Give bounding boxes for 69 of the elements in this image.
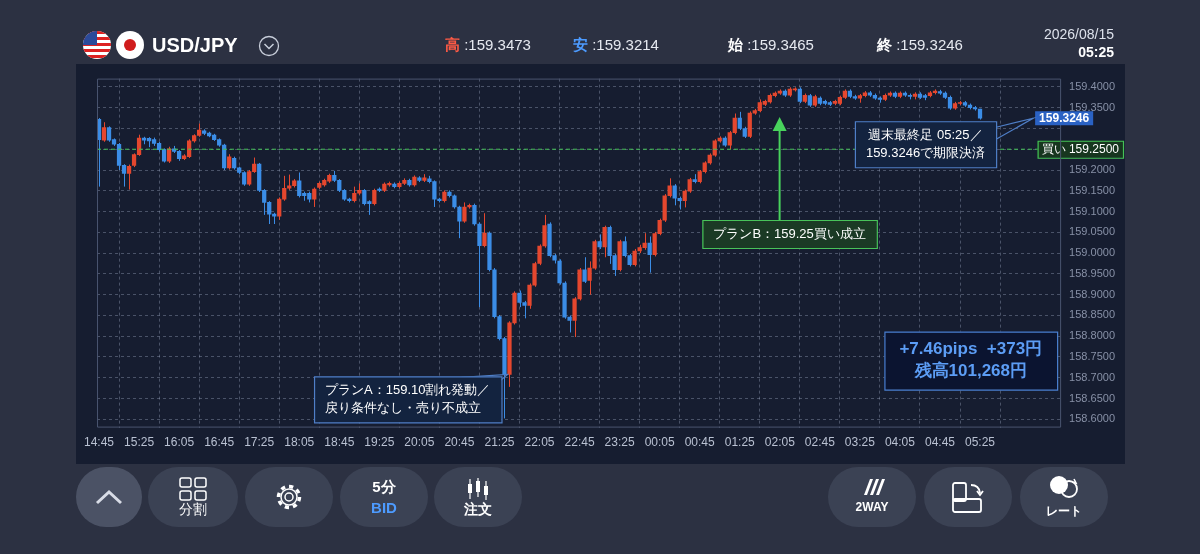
y-tick-label: 158.8500	[1069, 308, 1116, 321]
candlestick	[277, 196, 282, 221]
x-tick-label: 05:25	[965, 435, 996, 450]
annotation: +7.46pips +373円	[899, 339, 1043, 359]
candlestick	[297, 172, 302, 198]
x-tick-label: 02:05	[764, 435, 796, 450]
x-tick-label: 22:45	[564, 435, 595, 450]
candlestick	[116, 142, 122, 171]
y-tick-label: 158.6500	[1069, 391, 1116, 404]
x-tick-label: 15:25	[124, 435, 155, 450]
annotation: 残高101,268円	[913, 361, 1027, 381]
candlestick	[477, 221, 482, 308]
timeframe-button: 5分 BID	[340, 467, 428, 527]
x-tick-label: 00:45	[684, 435, 716, 450]
rate-button: レート	[1020, 467, 1108, 527]
two-way-button: 2WAY	[828, 467, 916, 527]
text: 安 :159.3214	[573, 36, 659, 55]
candlestick	[282, 175, 287, 202]
candlestick	[462, 201, 467, 224]
order-button: 注文	[434, 467, 522, 527]
x-tick-label: 20:45	[444, 435, 475, 450]
annotation: 週末最終足 05:25／ 159.3246で期限決済	[865, 126, 986, 160]
x-tick-label: 17:25	[244, 435, 275, 450]
x-tick-label: 21:25	[484, 435, 515, 450]
x-tick-label: 04:05	[884, 435, 916, 450]
y-tick-label: 158.6000	[1069, 412, 1116, 425]
candlestick	[472, 203, 477, 227]
candlestick	[482, 212, 487, 248]
y-tick-label: 159.0500	[1069, 225, 1116, 238]
candlestick	[457, 205, 462, 239]
y-tick-label: 158.8000	[1069, 329, 1116, 342]
y-tick-label: 159.2000	[1069, 163, 1116, 176]
text: 2026/08/15 05:25	[1043, 25, 1114, 61]
ref-line-label: 買い 159.2500	[1041, 142, 1120, 157]
x-tick-label: 19:25	[364, 435, 395, 450]
x-tick-label: 23:25	[604, 435, 635, 450]
y-tick-label: 158.7000	[1069, 370, 1116, 383]
y-tick-label: 159.1000	[1069, 204, 1116, 217]
x-tick-label: 20:05	[404, 435, 435, 450]
x-tick-label: 16:45	[204, 435, 235, 450]
y-tick-label: 159.4000	[1069, 79, 1116, 92]
x-tick-label: 00:05	[644, 435, 675, 450]
candlestick	[647, 235, 652, 274]
x-tick-label: 16:05	[164, 435, 195, 450]
text: 終 :159.3246	[877, 36, 963, 55]
annotation: 159.3246	[1039, 111, 1090, 126]
x-tick-label: 04:45	[924, 435, 956, 450]
text: 始 :159.3465	[728, 36, 814, 55]
y-tick-label: 159.0000	[1069, 246, 1116, 259]
split-button: 分割	[148, 467, 238, 527]
y-tick-label: 159.3500	[1069, 100, 1116, 113]
y-tick-label: 158.9000	[1069, 287, 1116, 300]
x-tick-label: 01:25	[724, 435, 756, 450]
annotation: プランA：159.10割れ発動／戻り条件なし・売り不成立	[325, 382, 491, 415]
x-tick-label: 02:45	[804, 435, 836, 450]
x-tick-label: 18:45	[324, 435, 355, 450]
y-tick-label: 159.1500	[1069, 183, 1116, 196]
annotation: プランB：159.25買い成立	[713, 225, 866, 241]
chart-title: USD/JPY	[152, 33, 238, 57]
x-tick-label: 18:05	[284, 435, 315, 450]
y-tick-label: 158.9500	[1069, 266, 1116, 279]
x-tick-label: 22:05	[524, 435, 555, 450]
candlestick	[582, 256, 587, 284]
x-tick-label: 03:25	[844, 435, 876, 450]
text: 高 :159.3473	[445, 36, 531, 55]
y-tick-label: 158.7500	[1069, 350, 1116, 362]
candlestick	[126, 164, 132, 191]
candlestick	[101, 121, 107, 143]
x-tick-label: 14:45	[84, 435, 115, 450]
